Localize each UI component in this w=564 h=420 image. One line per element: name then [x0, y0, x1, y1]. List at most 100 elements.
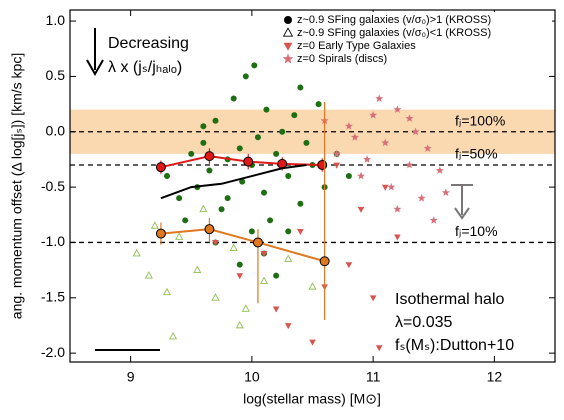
y-tick-label: -1.5 — [41, 289, 65, 305]
point — [261, 189, 267, 196]
annotation: Isothermal halo — [395, 291, 504, 308]
point — [350, 133, 359, 141]
point — [155, 162, 166, 173]
point — [251, 62, 258, 69]
point — [211, 293, 220, 301]
x-tick-label: 12 — [487, 369, 503, 385]
point — [267, 217, 274, 224]
point — [235, 320, 244, 329]
y-tick-label: -2.0 — [41, 344, 65, 360]
point — [393, 205, 402, 213]
point — [308, 282, 317, 290]
reference-label: fⱼ=50% — [455, 146, 498, 162]
point — [176, 195, 183, 202]
point — [285, 173, 292, 180]
point — [317, 159, 328, 170]
point — [411, 127, 420, 136]
point — [199, 204, 208, 213]
point — [182, 217, 189, 224]
axes-frame — [69, 9, 556, 363]
point — [394, 234, 401, 241]
point — [144, 271, 153, 279]
point — [212, 240, 219, 247]
point — [332, 149, 341, 158]
x-tick-label: 11 — [366, 369, 381, 385]
point — [369, 111, 378, 119]
point — [162, 287, 172, 296]
point — [435, 166, 444, 174]
reference-label: fⱼ=10% — [455, 223, 498, 239]
annotation: λ=0.035 — [395, 314, 452, 331]
arrow-decreasing — [86, 28, 104, 77]
y-axis-label: ang. momentum offset (Δ log[jₛ]) [km/s k… — [9, 53, 25, 319]
plot-area — [70, 62, 555, 352]
point — [272, 306, 280, 313]
point — [319, 256, 330, 267]
x-tick-label: 9 — [127, 369, 135, 385]
legend-label: z=0 Early Type Galaxies — [297, 40, 416, 52]
legend-label: z=0 Spirals (discs) — [297, 53, 387, 65]
point — [132, 248, 141, 257]
legend-label: z~0.9 SFing galaxies (v/σ₀)>1 (KROSS) — [297, 14, 491, 26]
point — [200, 139, 207, 146]
line — [160, 163, 307, 200]
point — [155, 228, 166, 239]
point — [236, 145, 243, 152]
point — [236, 261, 243, 268]
band — [70, 109, 555, 154]
point — [229, 243, 238, 251]
point — [252, 237, 263, 248]
legend-marker — [283, 42, 293, 51]
point — [200, 123, 207, 130]
point — [243, 156, 254, 167]
point — [423, 144, 432, 152]
point — [429, 216, 438, 224]
point — [273, 272, 280, 279]
point — [381, 138, 390, 147]
point — [333, 162, 341, 169]
point — [344, 122, 353, 130]
point — [169, 332, 178, 340]
point — [150, 221, 159, 229]
point — [206, 167, 213, 174]
point — [363, 155, 372, 163]
point — [239, 178, 246, 185]
point — [218, 206, 225, 213]
point — [263, 106, 270, 113]
reference-label: fⱼ=100% — [455, 112, 505, 128]
point — [242, 73, 249, 80]
point — [315, 101, 322, 108]
point — [309, 339, 316, 346]
point — [357, 171, 365, 180]
legend-marker — [282, 53, 294, 64]
x-axis-label: log(stellar mass) [M⊙] — [243, 391, 381, 407]
legend-marker — [282, 27, 294, 37]
y-tick-label: -0.5 — [41, 178, 65, 194]
point — [193, 265, 202, 273]
point — [284, 254, 293, 262]
point — [224, 195, 231, 202]
point — [260, 251, 268, 258]
point — [285, 228, 292, 235]
legend-marker — [284, 16, 292, 24]
point — [188, 150, 195, 157]
y-tick-label: 1.0 — [46, 12, 66, 28]
point — [273, 150, 280, 157]
annotation: λ x (jₛ/jₕₐₗₒ) — [108, 59, 182, 76]
arrow-offset — [451, 184, 473, 220]
point — [405, 114, 414, 122]
point — [393, 105, 402, 113]
point — [303, 139, 310, 146]
point — [259, 276, 269, 285]
point — [297, 84, 304, 91]
point — [204, 151, 215, 162]
y-tick-label: 0.0 — [46, 122, 66, 138]
line — [160, 228, 325, 263]
point — [164, 173, 170, 180]
point — [230, 95, 237, 102]
point — [279, 128, 286, 135]
point — [345, 262, 353, 269]
point — [291, 112, 298, 119]
point — [204, 224, 215, 235]
